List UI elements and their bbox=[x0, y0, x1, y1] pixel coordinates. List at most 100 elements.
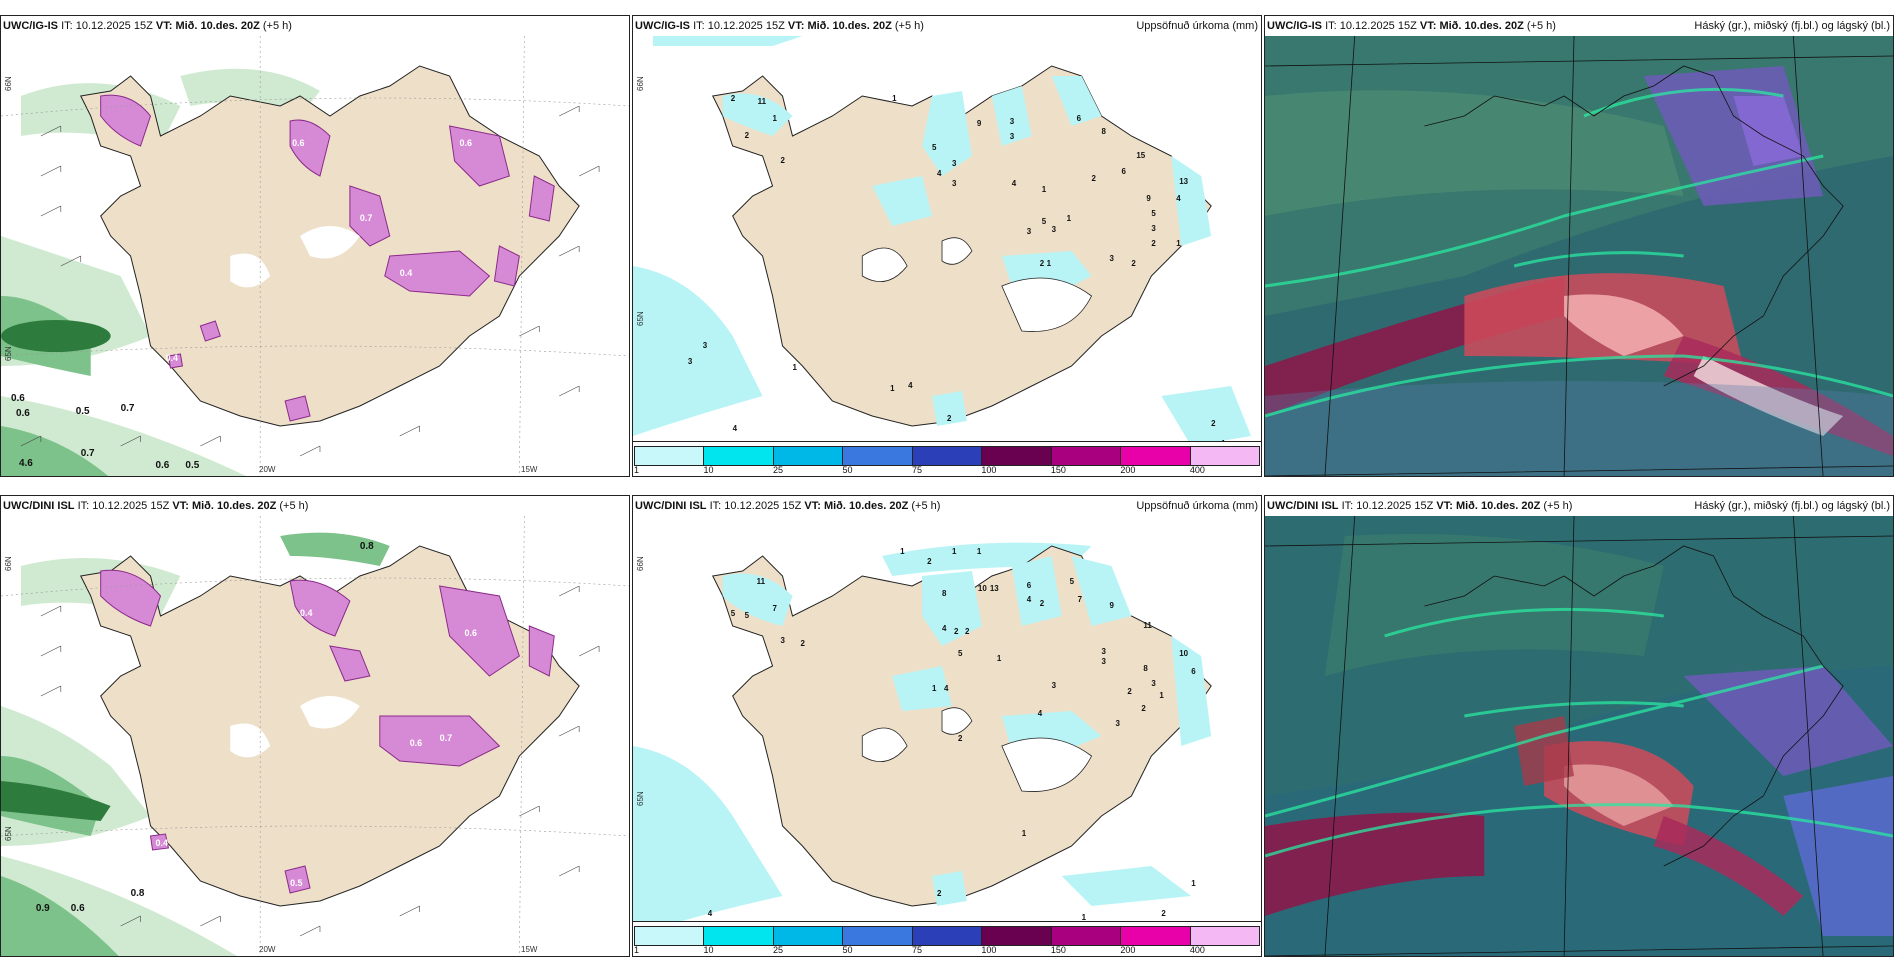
precip-value: 1 bbox=[1042, 185, 1047, 194]
it-label: IT: bbox=[709, 500, 722, 512]
colorbar-swatch bbox=[982, 447, 1052, 465]
it-value: 10.12.2025 15Z bbox=[707, 20, 785, 32]
colorbar-swatch bbox=[704, 927, 774, 945]
precip-value: 3 bbox=[1027, 227, 1032, 236]
colorbar-label: 150 bbox=[1050, 465, 1066, 475]
precip-value: 4 bbox=[942, 624, 947, 633]
snow-value: 0.5 bbox=[290, 878, 302, 888]
precip-value: 2 bbox=[958, 734, 963, 743]
precip-value: 3 bbox=[1109, 254, 1114, 263]
model-name: UWC/DINI ISL bbox=[1267, 500, 1339, 512]
precip-value: 2 bbox=[937, 889, 942, 898]
model-name: UWC/DINI ISL bbox=[3, 500, 75, 512]
vt-value: Mið. 10.des. 20Z bbox=[807, 20, 892, 32]
colorbar-label: 10 bbox=[703, 945, 714, 955]
precip-value: 4 bbox=[1012, 179, 1017, 188]
model-name: UWC/IG-IS bbox=[3, 20, 58, 32]
snow-value: 4.6 bbox=[19, 458, 33, 469]
vt-label: VT: bbox=[787, 20, 805, 32]
cloud-title: Háský (gr.), miðský (fj.bl.) og lágský (… bbox=[1694, 20, 1890, 32]
it-value: 10.12.2025 15Z bbox=[724, 500, 802, 512]
precip-value: 1 bbox=[997, 654, 1002, 663]
precip-value: 2 bbox=[1127, 687, 1132, 696]
it-label: IT: bbox=[1325, 20, 1337, 32]
precip-map: 1 2 11 7 5 3 2 1 1 6 8 10 13 4 2 5 7 9 1… bbox=[633, 516, 1261, 956]
precip-value: 1 bbox=[900, 547, 905, 556]
precip-value: 2 bbox=[1141, 704, 1146, 713]
precip-value: 2 bbox=[1092, 174, 1097, 183]
precip-value: 8 bbox=[942, 589, 947, 598]
precip-value: 1 bbox=[1082, 913, 1087, 922]
precip-value: 7 bbox=[773, 604, 778, 613]
colorbar-swatch bbox=[912, 447, 983, 465]
precip-value: 3 bbox=[1010, 117, 1015, 126]
vt-label: VT: bbox=[1419, 20, 1437, 32]
colorbar-label: 400 bbox=[1189, 945, 1205, 955]
it-value: 10.12.2025 15Z bbox=[75, 20, 153, 32]
it-label: IT: bbox=[1341, 500, 1354, 512]
precip-value: 5 bbox=[958, 649, 963, 658]
precip-value: 2 bbox=[927, 557, 932, 566]
snow-value: 0.7 bbox=[81, 448, 95, 459]
panel-header: UWC/DINI ISL IT: 10.12.2025 15Z VT: Mið.… bbox=[1, 496, 629, 516]
vt-value: Mið. 10.des. 20Z bbox=[823, 500, 909, 512]
precip-value: 13 bbox=[1179, 177, 1188, 186]
colorbar-swatches bbox=[634, 446, 1260, 466]
precip-value: 11 bbox=[758, 97, 767, 106]
snow-value: 0.8 bbox=[360, 541, 374, 552]
precip-value: 2 bbox=[954, 627, 959, 636]
precip-value: 3 bbox=[1052, 225, 1057, 234]
precip-value: 1 bbox=[952, 547, 957, 556]
precip-value: 4 bbox=[944, 684, 949, 693]
precip-colorbar: 1 10 25 50 75 100 150 200 400 bbox=[633, 921, 1261, 956]
lead-time: (+5 h) bbox=[1543, 500, 1573, 512]
precip-value: 1 bbox=[1022, 829, 1027, 838]
snow-value: 0.6 bbox=[460, 138, 472, 148]
colorbar-label: 10 bbox=[703, 465, 714, 475]
panel-cloud-bottom: UWC/DINI ISL IT: 10.12.2025 15Z VT: Mið.… bbox=[1264, 495, 1894, 957]
precip-value: 3 bbox=[1102, 657, 1107, 666]
panel-snow-top: UWC/IG-IS IT: 10.12.2025 15Z VT: Mið. 10… bbox=[0, 15, 630, 477]
colorbar-label: 50 bbox=[842, 945, 853, 955]
colorbar-label: 150 bbox=[1050, 945, 1066, 955]
precip-value: 3 bbox=[1052, 681, 1057, 690]
colorbar-label: 75 bbox=[911, 465, 922, 475]
precip-value: 3 bbox=[1010, 132, 1015, 141]
lat-label: 65N bbox=[636, 311, 645, 326]
precip-value: 3 bbox=[1151, 679, 1156, 688]
panel-precip-bottom: UWC/DINI ISL IT: 10.12.2025 15Z VT: Mið.… bbox=[632, 495, 1262, 957]
snow-value: 0.4 bbox=[156, 838, 168, 848]
snow-value: 0.6 bbox=[11, 393, 25, 404]
precip-value: 1 bbox=[1191, 879, 1196, 888]
precip-value: 1 bbox=[1176, 239, 1181, 248]
snow-value: 0.4 bbox=[400, 268, 412, 278]
precip-value: 1 bbox=[1047, 259, 1052, 268]
lat-label: 65N bbox=[4, 346, 13, 361]
colorbar-swatch bbox=[635, 447, 705, 465]
precip-value: 2 bbox=[1040, 599, 1045, 608]
precip-value: 4 bbox=[1027, 595, 1032, 604]
panel-snow-bottom: UWC/DINI ISL IT: 10.12.2025 15Z VT: Mið.… bbox=[0, 495, 630, 957]
precip-value: 2 bbox=[1151, 239, 1156, 248]
cloud-map bbox=[1265, 516, 1893, 956]
precip-value: 15 bbox=[1136, 151, 1145, 160]
snow-value: 0.6 bbox=[16, 408, 30, 419]
snow-value: 0.5 bbox=[76, 406, 90, 417]
precip-value: 3 bbox=[1115, 719, 1120, 728]
precip-value: 2 bbox=[781, 156, 786, 165]
vt-value: Mið. 10.des. 20Z bbox=[175, 20, 260, 32]
snow-value: 0.6 bbox=[465, 628, 477, 638]
it-label: IT: bbox=[693, 20, 705, 32]
precip-value: 9 bbox=[977, 119, 982, 128]
it-label: IT: bbox=[61, 20, 73, 32]
precip-value: 6 bbox=[1077, 114, 1082, 123]
panel-precip-top: UWC/IG-IS IT: 10.12.2025 15Z VT: Mið. 10… bbox=[632, 15, 1262, 477]
colorbar-swatch bbox=[704, 447, 774, 465]
precip-value: 4 bbox=[1038, 709, 1043, 718]
precip-value: 4 bbox=[937, 169, 942, 178]
panel-header: UWC/IG-IS IT: 10.12.2025 15Z VT: Mið. 10… bbox=[1265, 16, 1893, 36]
precip-value: 2 bbox=[745, 131, 750, 140]
colorbar-label: 100 bbox=[981, 465, 997, 475]
precip-value: 2 bbox=[947, 414, 952, 423]
snow-value: 0.6 bbox=[156, 460, 170, 471]
